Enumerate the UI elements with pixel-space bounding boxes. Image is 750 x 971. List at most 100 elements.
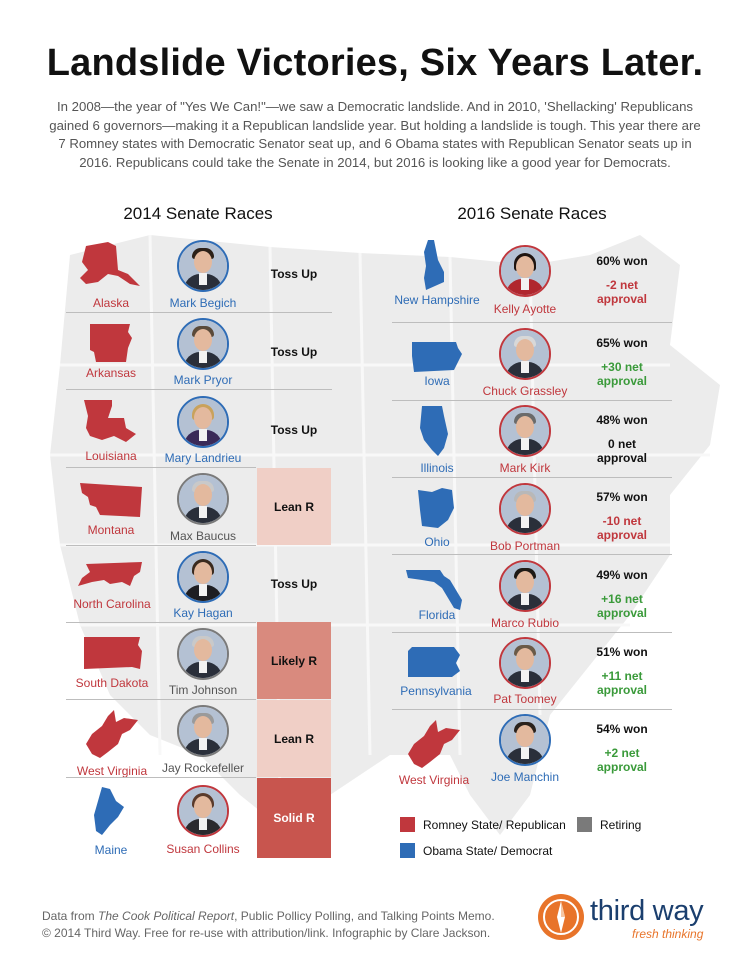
state-name-west-virginia-2016: West Virginia (398, 773, 470, 787)
rating-west-virginia: Lean R (257, 700, 331, 777)
logo-tagline: fresh thinking (632, 927, 704, 941)
row-divider (66, 545, 256, 546)
new-hampshire-shape (424, 240, 444, 290)
portrait-tim-johnson (177, 628, 229, 680)
senator-name-mark-begich: Mark Begich (169, 296, 237, 310)
row-divider (392, 554, 672, 555)
senator-name-tim-johnson: Tim Johnson (168, 683, 238, 697)
won-pct: 60% won (596, 254, 648, 268)
rating-alaska: Toss Up (270, 267, 318, 281)
source-suffix: , Public Pollicy Polling, and Talking Po… (234, 909, 495, 923)
legend-item-democrat: Obama State/ Democrat (400, 843, 552, 858)
net-approval: +16 net approval (596, 592, 647, 620)
net-approval: +2 net approval (596, 746, 647, 774)
row-divider (66, 777, 256, 778)
florida-shape (406, 570, 462, 610)
state-name-new-hampshire: New Hampshire (394, 293, 480, 307)
state-name-ohio: Ohio (424, 535, 450, 549)
iowa-shape (412, 342, 462, 372)
senator-name-mary-landrieu: Mary Landrieu (164, 451, 242, 465)
north-carolina-shape (78, 562, 142, 586)
state-name-north-carolina: North Carolina (73, 597, 151, 611)
footer-credits: Data from The Cook Political Report, Pub… (42, 908, 495, 942)
senator-name-bob-portman: Bob Portman (489, 539, 561, 553)
portrait-mark-pryor (177, 318, 229, 370)
state-name-pennsylvania: Pennsylvania (400, 684, 472, 698)
portrait-joe-manchin (499, 714, 551, 766)
net-approval: -2 net approval (596, 278, 647, 306)
section-title-2016: 2016 Senate Races (457, 204, 607, 223)
swatch-retiring (577, 817, 592, 832)
senator-name-susan-collins: Susan Collins (166, 842, 240, 856)
won-pct: 49% won (596, 568, 648, 582)
stat-ohio: 57% won -10 net approval (582, 490, 662, 542)
portrait-chuck-grassley (499, 328, 551, 380)
logo-wordmark: third way (590, 895, 704, 927)
row-divider (66, 699, 256, 700)
state-name-iowa: Iowa (424, 374, 450, 388)
pennsylvania-shape (408, 647, 460, 677)
portrait-mark-kirk (499, 405, 551, 457)
page-title: Landslide Victories, Six Years Later. (46, 42, 704, 84)
portrait-jay-rockefeller (177, 705, 229, 757)
rating-south-dakota: Likely R (257, 622, 331, 699)
portrait-mary-landrieu (177, 396, 229, 448)
senator-name-joe-manchin: Joe Manchin (490, 770, 560, 784)
legend-item-republican: Romney State/ Republican (400, 817, 566, 832)
row-divider (392, 632, 672, 633)
senator-name-mark-pryor: Mark Pryor (173, 373, 233, 387)
stat-pennsylvania: 51% won +11 net approval (582, 645, 662, 697)
legend-label-democrat: Obama State/ Democrat (423, 843, 553, 858)
state-name-louisiana: Louisiana (85, 449, 137, 463)
source-prefix: Data from (42, 909, 99, 923)
rating-maine: Solid R (257, 778, 331, 858)
section-title-2014: 2014 Senate Races (123, 204, 273, 223)
swatch-republican (400, 817, 415, 832)
senator-name-max-baucus: Max Baucus (169, 529, 237, 543)
south-dakota-shape (84, 637, 142, 669)
montana-shape (80, 483, 142, 517)
row-divider (66, 389, 332, 390)
stat-florida: 49% won +16 net approval (582, 568, 662, 620)
state-name-illinois: Illinois (420, 461, 454, 475)
west-virginia-shape-2014 (86, 710, 138, 758)
senator-name-kelly-ayotte: Kelly Ayotte (493, 302, 557, 316)
state-name-maine: Maine (94, 843, 128, 857)
senator-name-pat-toomey: Pat Toomey (493, 692, 557, 706)
won-pct: 54% won (596, 722, 648, 736)
compass-icon (538, 894, 584, 940)
state-name-west-virginia-2014: West Virginia (76, 764, 148, 778)
ohio-shape (418, 488, 454, 528)
third-way-logo[interactable]: third way fresh thinking (538, 892, 728, 947)
portrait-marco-rubio (499, 560, 551, 612)
net-approval: 0 net approval (596, 437, 647, 465)
portrait-bob-portman (499, 483, 551, 535)
portrait-susan-collins (177, 785, 229, 837)
stat-illinois: 48% won 0 net approval (582, 413, 662, 465)
maine-shape (94, 787, 124, 835)
portrait-pat-toomey (499, 637, 551, 689)
row-divider (392, 400, 672, 401)
rating-montana: Lean R (257, 468, 331, 545)
west-virginia-shape-2016 (408, 720, 460, 768)
legend-label-republican: Romney State/ Republican (423, 817, 566, 832)
rating-north-carolina: Toss Up (270, 577, 318, 591)
row-divider (66, 312, 332, 313)
rating-louisiana: Toss Up (270, 423, 318, 437)
portrait-kelly-ayotte (499, 245, 551, 297)
won-pct: 65% won (596, 336, 648, 350)
net-approval: +30 net approval (596, 360, 647, 388)
senator-name-chuck-grassley: Chuck Grassley (482, 384, 568, 398)
stat-new-hampshire: 60% won -2 net approval (582, 254, 662, 306)
state-name-florida: Florida (418, 608, 456, 622)
senator-name-marco-rubio: Marco Rubio (490, 616, 560, 630)
row-divider (392, 709, 672, 710)
swatch-democrat (400, 843, 415, 858)
arkansas-shape (90, 324, 132, 362)
senator-name-mark-kirk: Mark Kirk (499, 461, 551, 475)
legend-item-retiring: Retiring (577, 817, 641, 832)
portrait-kay-hagan (177, 551, 229, 603)
alaska-shape (80, 242, 140, 286)
intro-paragraph: In 2008—the year of "Yes We Can!"—we saw… (49, 99, 701, 170)
portrait-max-baucus (177, 473, 229, 525)
